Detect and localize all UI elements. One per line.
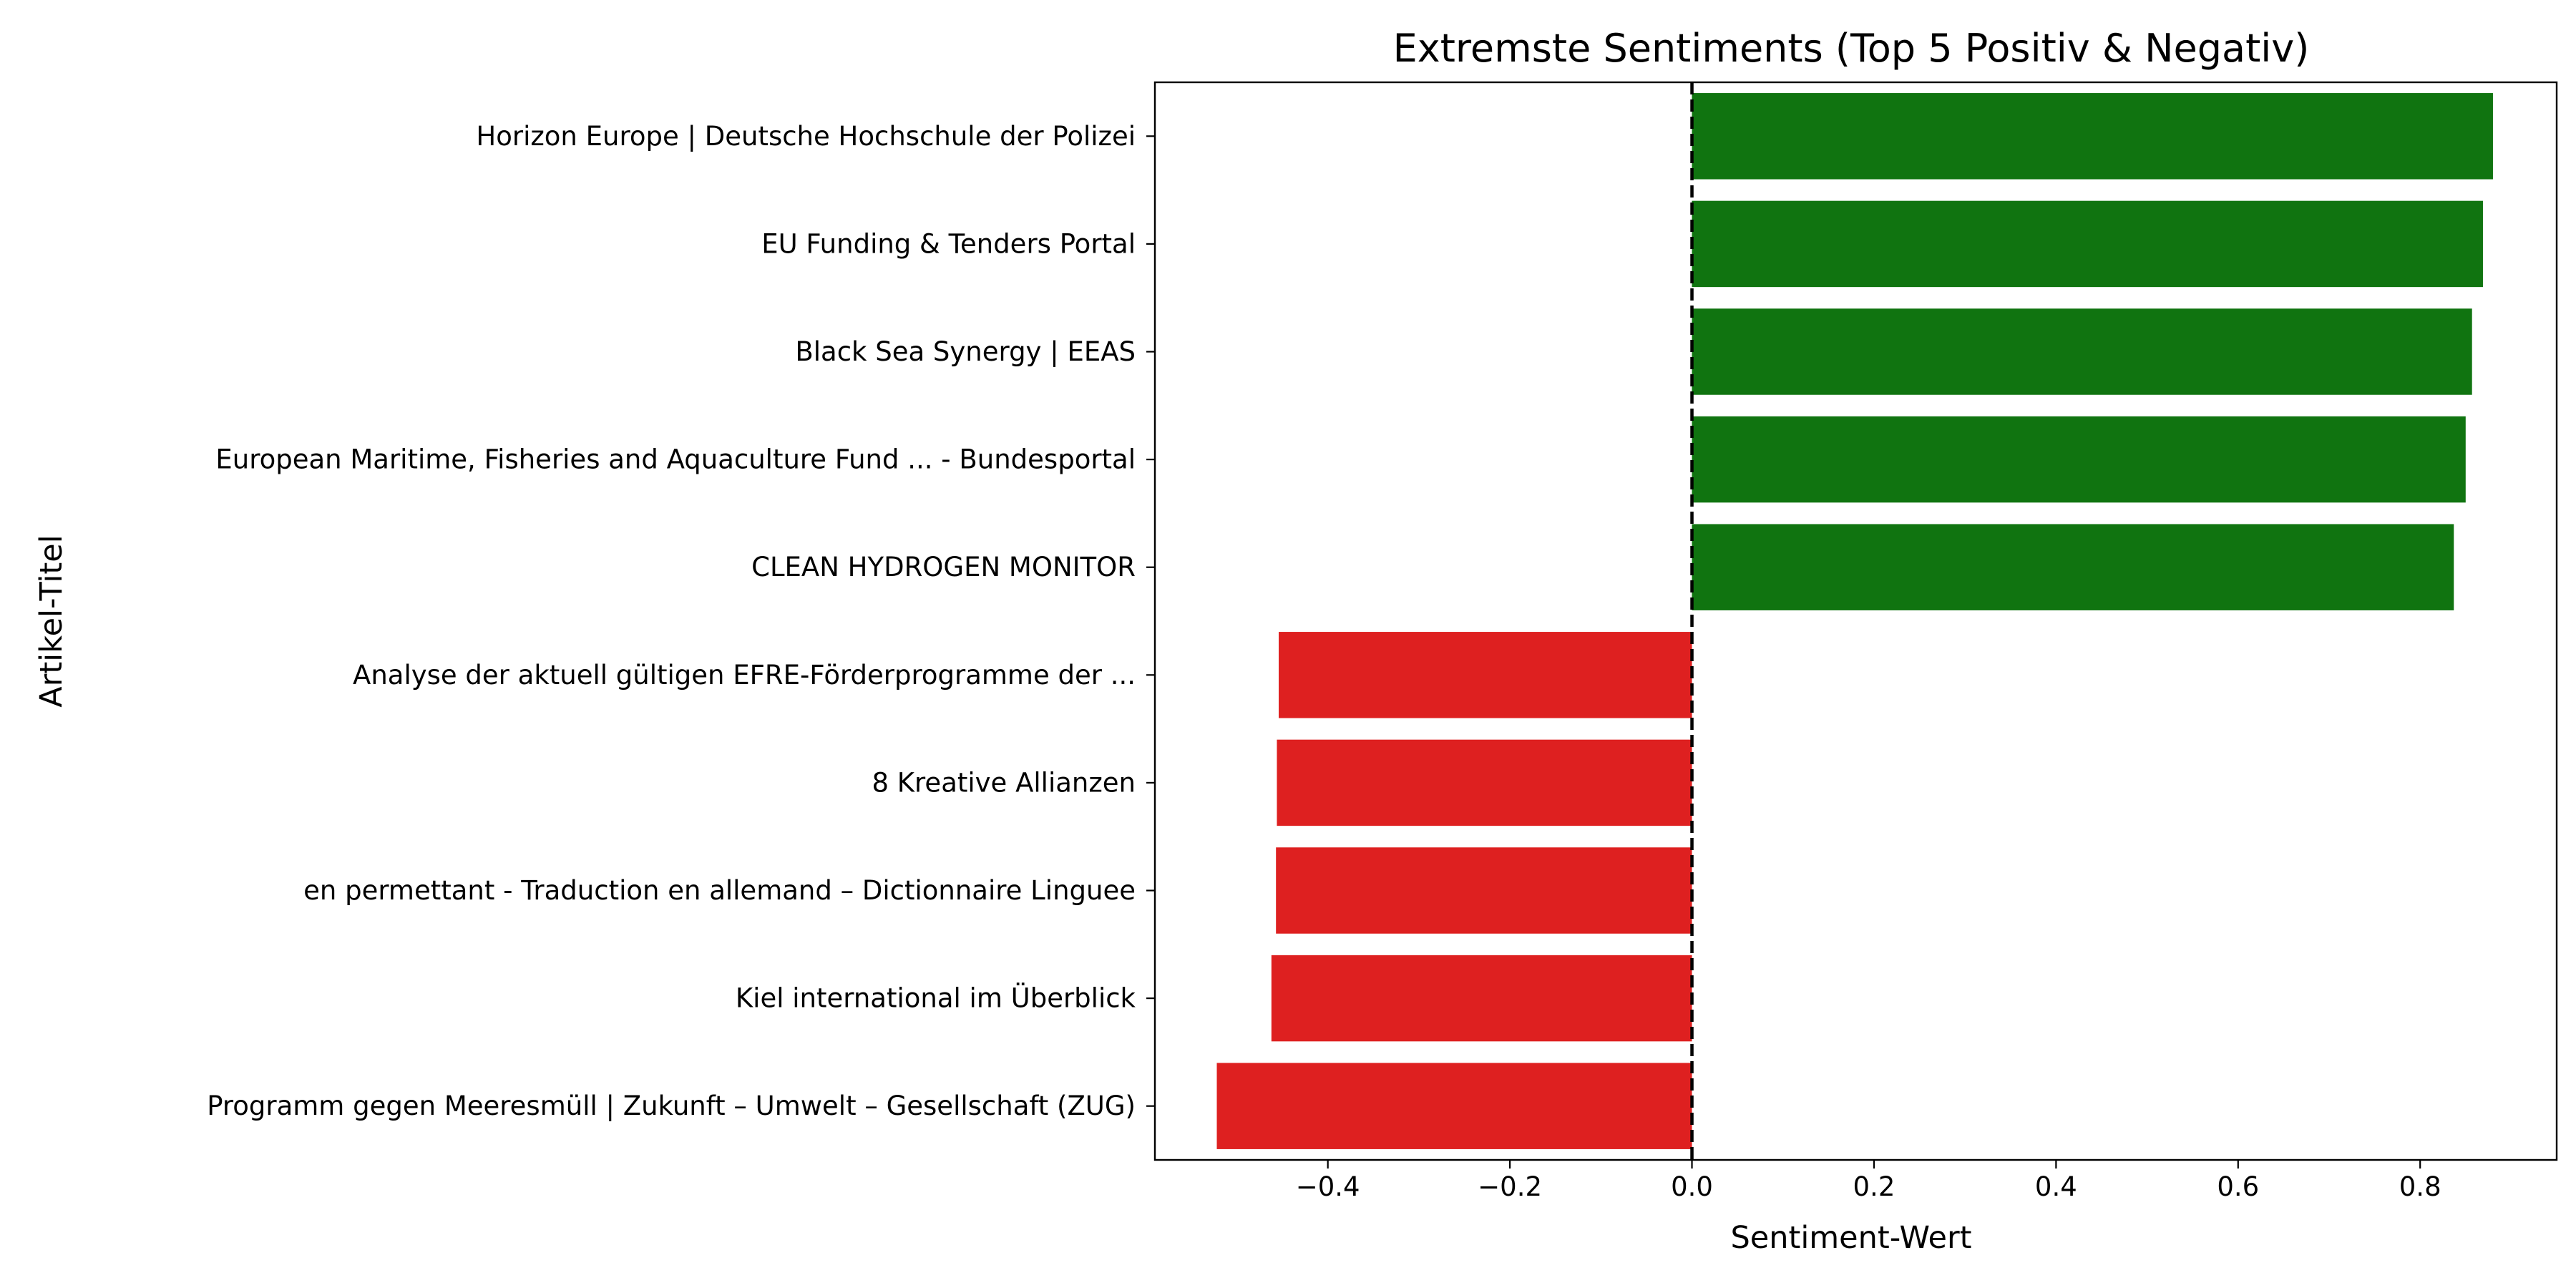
x-tick-label: −0.2 — [1478, 1171, 1542, 1202]
y-tick-label: Programm gegen Meeresmüll | Zukunft – Um… — [207, 1091, 1136, 1121]
x-tick-label: 0.4 — [2035, 1171, 2077, 1202]
bar-positive-3 — [1692, 308, 2472, 395]
y-tick-label: European Maritime, Fisheries and Aquacul… — [215, 444, 1136, 475]
y-tick-label: en permettant - Traduction en allemand –… — [303, 875, 1136, 906]
bar-positive-4 — [1692, 416, 2466, 503]
bar-positive-5 — [1692, 524, 2454, 610]
x-tick-label: 0.8 — [2399, 1171, 2441, 1202]
y-tick-label: Horizon Europe | Deutsche Hochschule der… — [476, 121, 1136, 152]
y-axis-label: Artikel-Titel — [34, 535, 69, 707]
x-axis-label: Sentiment-Wert — [1730, 1220, 1971, 1256]
y-tick-label: Kiel international im Überblick — [736, 983, 1136, 1014]
x-tick-label: 0.6 — [2217, 1171, 2259, 1202]
plot-frame — [1153, 81, 2558, 1161]
x-tick-label: −0.4 — [1296, 1171, 1360, 1202]
bar-negative-8 — [1276, 847, 1692, 934]
bar-negative-7 — [1277, 739, 1692, 826]
bar-negative-9 — [1271, 955, 1692, 1042]
bar-negative-10 — [1216, 1063, 1692, 1149]
bars-layer — [1216, 93, 2493, 1149]
bar-negative-6 — [1279, 632, 1692, 718]
bar-positive-1 — [1692, 93, 2493, 180]
bar-positive-2 — [1692, 200, 2483, 288]
y-tick-label: Analyse der aktuell gültigen EFRE-Förder… — [353, 660, 1136, 691]
y-tick-label: EU Funding & Tenders Portal — [761, 228, 1136, 259]
chart-title: Extremste Sentiments (Top 5 Positiv & Ne… — [1393, 26, 2310, 71]
y-tick-label: Black Sea Synergy | EEAS — [795, 336, 1136, 367]
y-tick-label: 8 Kreative Allianzen — [872, 767, 1136, 798]
y-tick-label: CLEAN HYDROGEN MONITOR — [751, 552, 1136, 582]
x-tick-label: 0.0 — [1671, 1171, 1713, 1202]
x-tick-label: 0.2 — [1853, 1171, 1896, 1202]
y-ticks-layer: Horizon Europe | Deutsche Hochschule der… — [207, 121, 1155, 1121]
x-ticks-layer: −0.4 −0.2 0.0 0.2 0.4 0.6 0.8 — [1296, 1160, 2441, 1202]
axes-layer — [1153, 81, 2558, 1161]
